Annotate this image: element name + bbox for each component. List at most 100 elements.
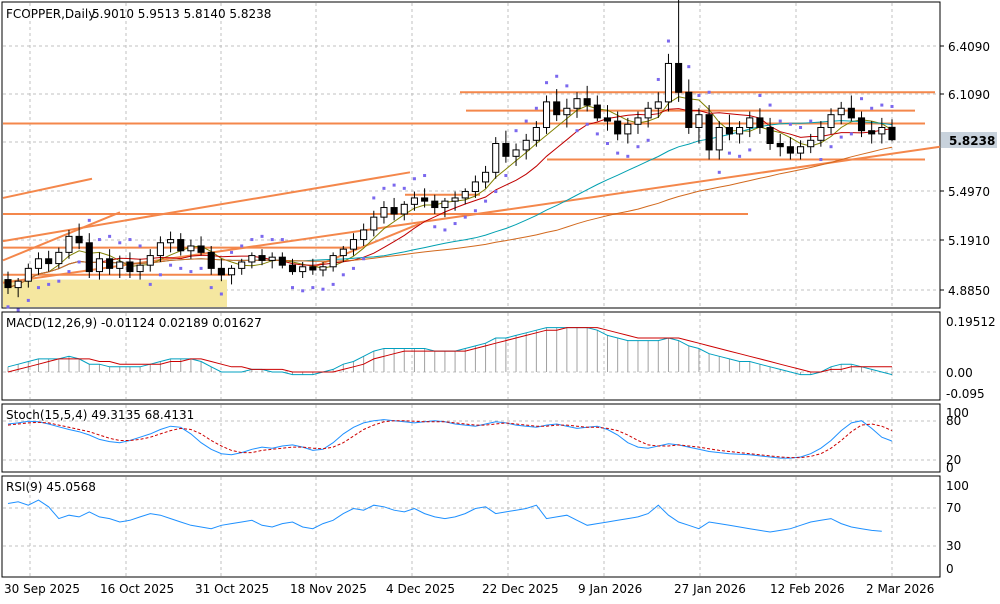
candle-body <box>75 235 83 244</box>
sar-dot <box>585 122 589 126</box>
sar-dot <box>16 308 20 312</box>
candle-body <box>309 266 317 271</box>
macd-tick: 0.00 <box>946 366 973 380</box>
sar-dot <box>128 238 132 242</box>
candle-body <box>197 245 205 253</box>
macd-signal-line <box>7 327 892 373</box>
price-tick: 5.1910 <box>948 234 990 248</box>
sar-dot <box>341 273 345 277</box>
sar-dot <box>301 289 305 293</box>
trend-line <box>2 171 411 243</box>
candle-layer <box>4 0 896 298</box>
sar-dot <box>758 93 762 97</box>
macd-tick: -0.095 <box>946 387 985 401</box>
candle-body <box>167 239 175 244</box>
sar-dot <box>230 250 234 254</box>
candle-body <box>278 256 286 266</box>
stoch-main-line <box>7 419 893 459</box>
sar-dot <box>6 305 10 309</box>
candle-body <box>482 171 490 183</box>
moving-average-line <box>7 146 893 289</box>
candle-body <box>786 146 794 154</box>
sar-dot <box>524 119 528 123</box>
sar-dot <box>738 154 742 158</box>
candle-body <box>563 107 571 116</box>
candle-body <box>492 143 500 173</box>
candle-body <box>847 107 855 119</box>
candle-body <box>319 266 327 271</box>
rsi-tick: 30 <box>946 539 961 553</box>
sar-dot <box>666 39 670 43</box>
candle-body <box>797 146 805 154</box>
candle-body <box>187 245 195 252</box>
candle-body <box>34 258 43 269</box>
candle-body <box>603 117 612 122</box>
price-panel <box>1 1 941 309</box>
sar-dot <box>829 145 833 149</box>
sar-dot <box>819 158 823 162</box>
sar-dot <box>799 125 803 129</box>
axis-layer <box>940 45 944 291</box>
candle-body <box>583 98 591 106</box>
highlight-zone <box>3 279 227 307</box>
candle-body <box>705 114 713 151</box>
sar-dot <box>453 222 457 226</box>
sar-dot <box>47 282 51 286</box>
candle-body <box>451 197 459 202</box>
candle-body <box>736 126 744 135</box>
candle-body <box>766 126 774 145</box>
rsi-tick: 0 <box>946 562 954 576</box>
candle-body <box>837 107 845 116</box>
sar-dot <box>382 186 386 190</box>
candle-body <box>65 235 73 253</box>
rsi-tick: 100 <box>946 479 969 493</box>
candle-body <box>868 130 876 135</box>
date-label: 16 Oct 2025 <box>100 582 174 596</box>
candle-body <box>776 143 784 148</box>
date-label: 31 Oct 2025 <box>195 582 269 596</box>
sar-dot <box>463 215 467 219</box>
candle-body <box>725 126 733 135</box>
indicator-layer <box>7 327 893 533</box>
candle-body <box>685 91 693 128</box>
candle-body <box>512 149 520 157</box>
sar-dot <box>880 103 884 107</box>
candle-body <box>14 280 22 289</box>
sar-dot <box>494 190 498 194</box>
candle-body <box>238 261 246 269</box>
candle-body <box>4 279 12 289</box>
candle-body <box>268 256 276 261</box>
sar-dot <box>260 234 264 238</box>
sar-dot <box>240 244 244 248</box>
candle-body <box>85 242 93 273</box>
candle-body <box>156 242 164 257</box>
candle-body <box>461 191 469 199</box>
sar-dot <box>778 119 782 123</box>
rsi-label: RSI(9) 45.0568 <box>6 480 96 494</box>
sar-dot <box>727 151 731 155</box>
sar-dot <box>118 241 122 245</box>
date-label: 12 Feb 2026 <box>770 582 845 596</box>
symbol-label: FCOPPER,Daily <box>6 7 95 21</box>
candle-body <box>878 126 886 135</box>
candle-body <box>217 267 225 276</box>
sar-dot <box>138 244 142 248</box>
candle-body <box>400 203 408 215</box>
stoch-tick: 80 <box>946 414 961 428</box>
sar-dot <box>605 142 609 146</box>
sar-dot <box>67 270 71 274</box>
sar-dot <box>484 199 488 203</box>
candle-body <box>441 200 449 209</box>
sar-dot <box>687 65 691 69</box>
macd-label: MACD(12,26,9) -0.01124 0.02189 0.01627 <box>6 316 262 330</box>
candle-body <box>746 117 754 128</box>
candle-body <box>421 197 429 202</box>
candle-body <box>542 101 551 128</box>
candle-body <box>258 255 266 261</box>
sar-dot <box>108 234 112 238</box>
sar-dot <box>849 132 853 136</box>
candle-body <box>695 114 703 128</box>
candle-body <box>390 207 398 215</box>
sar-dot <box>473 209 477 213</box>
